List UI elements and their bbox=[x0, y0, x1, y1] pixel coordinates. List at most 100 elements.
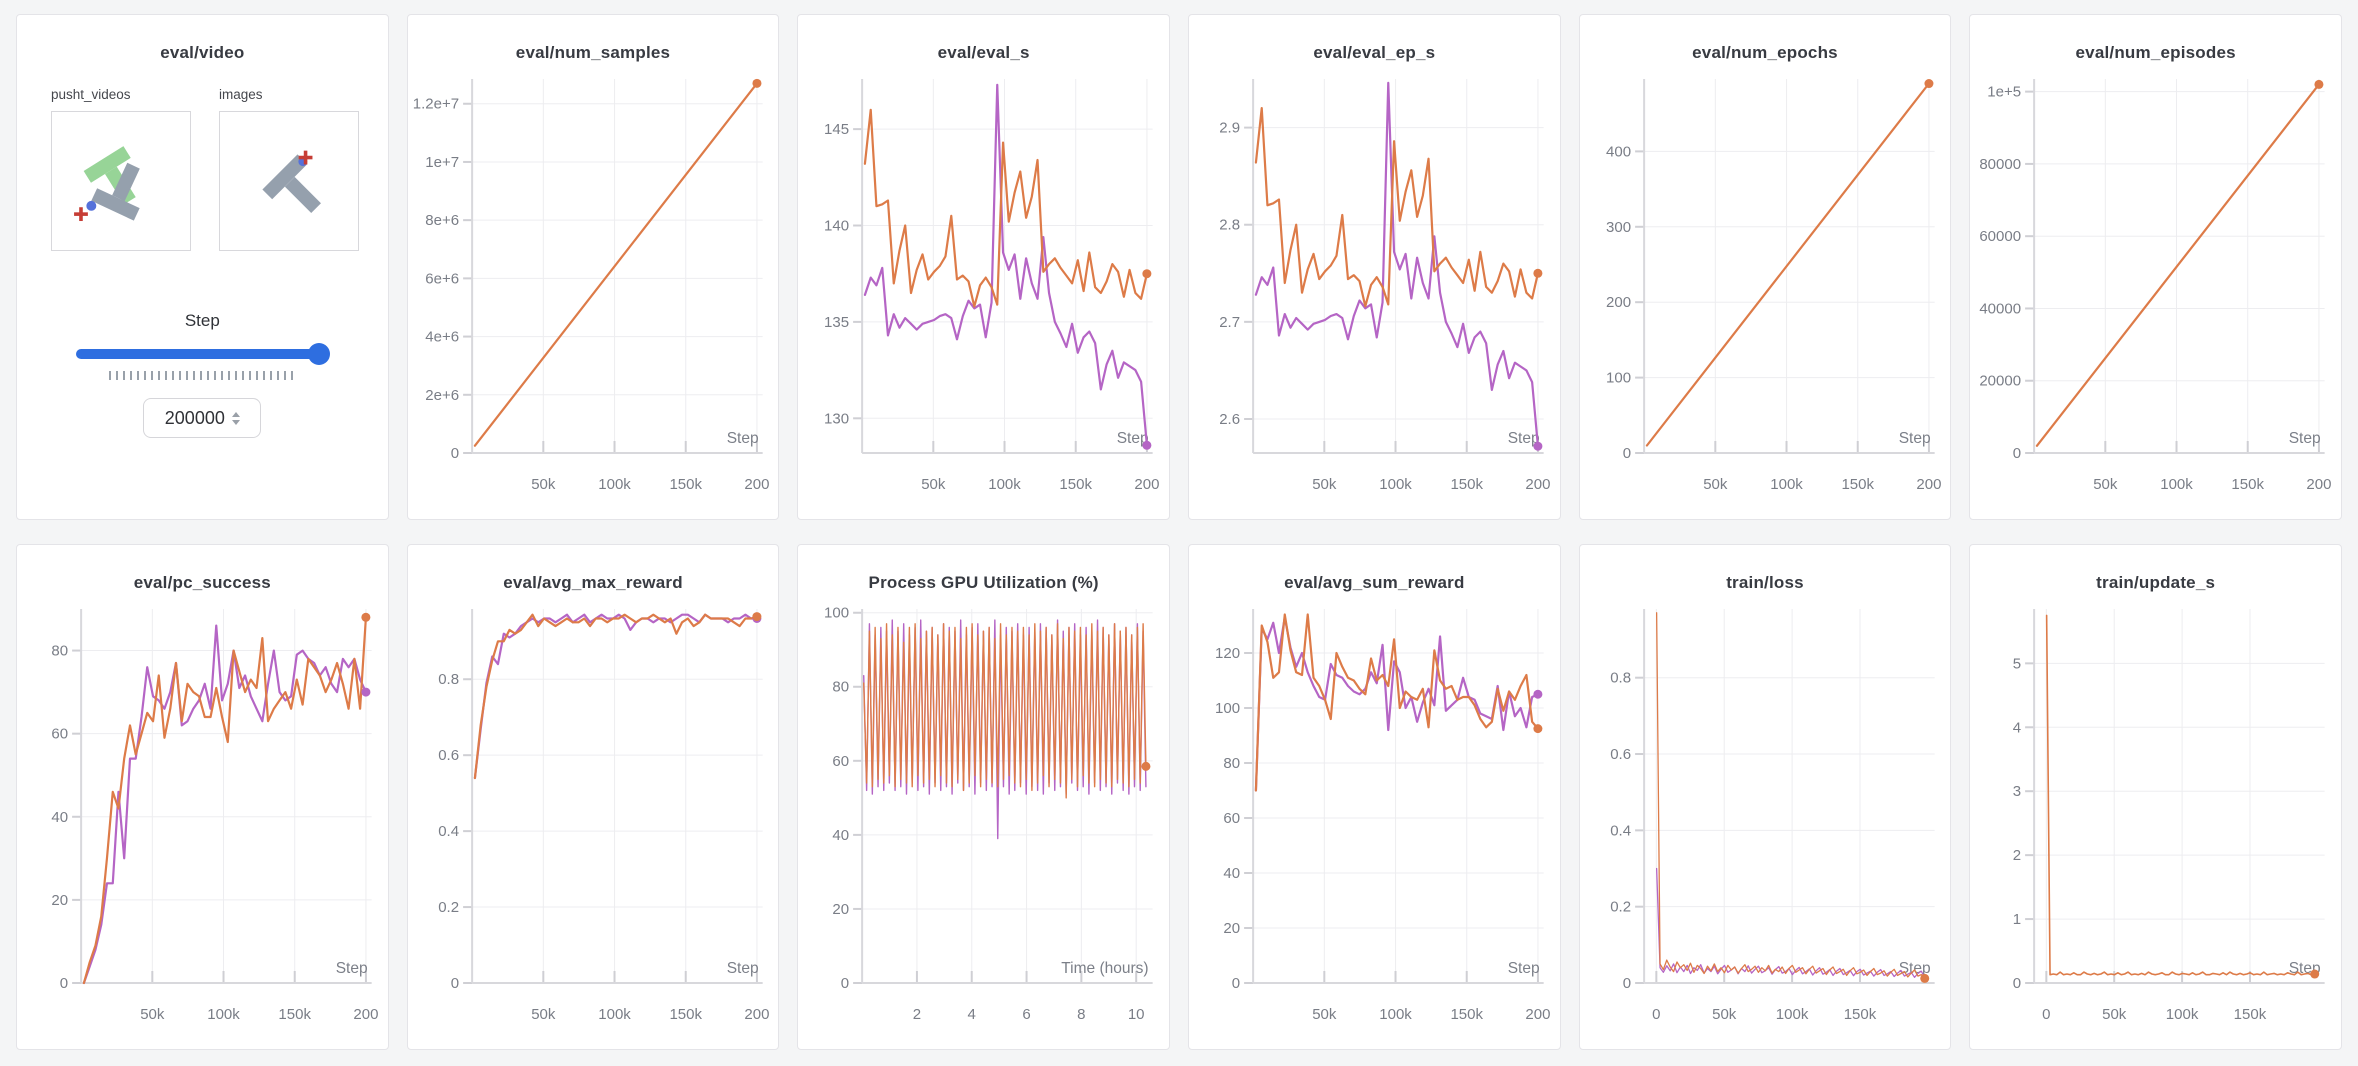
chart-canvas[interactable]: 0 20 40 60 80 50k 100k 150k 200 Step bbox=[17, 601, 388, 1041]
svg-text:150k: 150k bbox=[2232, 476, 2265, 493]
series-run-orange bbox=[1655, 612, 1926, 980]
increment-icon[interactable] bbox=[231, 411, 240, 417]
chart-canvas[interactable]: 0 20 40 60 80 100 120 50k 100k 150k 200 Step bbox=[1189, 601, 1560, 1041]
svg-text:0: 0 bbox=[450, 445, 458, 462]
media-label: images bbox=[219, 87, 263, 102]
svg-text:2.8: 2.8 bbox=[1219, 217, 1240, 234]
svg-text:145: 145 bbox=[824, 121, 849, 138]
series-run-purple bbox=[1655, 867, 1926, 979]
svg-text:120: 120 bbox=[1215, 645, 1240, 662]
svg-text:2: 2 bbox=[913, 1006, 921, 1023]
svg-text:200: 200 bbox=[1525, 1006, 1550, 1023]
svg-text:50k: 50k bbox=[2102, 1006, 2127, 1023]
image-frame bbox=[262, 150, 321, 213]
panel-title: eval/avg_max_reward bbox=[503, 573, 683, 592]
chart-canvas[interactable]: 0 20000 40000 60000 80000 1e+5 50k 100k 150k 200 S… bbox=[1970, 71, 2341, 511]
chart-canvas[interactable]: 0 2e+6 4e+6 6e+6 8e+6 1e+7 1.2e+7 50k 100k 150k 20… bbox=[408, 71, 779, 511]
svg-text:80: 80 bbox=[1223, 755, 1240, 772]
chart-canvas[interactable]: 2.6 2.7 2.8 2.9 50k 100k 150k 200 Step bbox=[1189, 71, 1560, 511]
svg-text:60: 60 bbox=[1223, 810, 1240, 827]
agent-dot-icon bbox=[86, 200, 97, 211]
x-axis-label: Step bbox=[1508, 430, 1540, 447]
panel-eval-eval-ep-s: eval/eval_ep_s 2.6 2.7 2.8 2.9 50k 100k 150k 200… bbox=[1187, 14, 1561, 520]
x-axis-label: Step bbox=[1508, 960, 1540, 977]
chart-canvas[interactable]: 0 20 40 60 80 100 2 4 6 8 10 Time (hours) bbox=[798, 601, 1169, 1041]
latest-point-dot bbox=[1533, 689, 1543, 699]
x-axis-label: Step bbox=[336, 960, 368, 977]
stepper-arrows[interactable] bbox=[231, 411, 240, 425]
svg-text:100k: 100k bbox=[1775, 1006, 1808, 1023]
latest-point-dot bbox=[1142, 269, 1152, 279]
svg-text:200: 200 bbox=[1525, 476, 1550, 493]
svg-text:40: 40 bbox=[1223, 865, 1240, 882]
svg-text:0.8: 0.8 bbox=[1610, 670, 1631, 687]
svg-text:200: 200 bbox=[353, 1006, 378, 1023]
target-cross-icon bbox=[74, 207, 88, 222]
svg-text:6: 6 bbox=[1023, 1006, 1031, 1023]
slider-track[interactable] bbox=[76, 349, 329, 359]
step-slider[interactable] bbox=[76, 343, 331, 365]
series-run-orange bbox=[863, 623, 1147, 799]
series-run-orange bbox=[473, 82, 758, 447]
svg-text:100k: 100k bbox=[1379, 476, 1412, 493]
panel-title: eval/num_epochs bbox=[1692, 43, 1838, 62]
slider-thumb[interactable] bbox=[308, 343, 331, 365]
svg-text:60: 60 bbox=[833, 753, 850, 770]
svg-text:4e+6: 4e+6 bbox=[425, 329, 459, 346]
panel-title: eval/num_samples bbox=[515, 43, 671, 62]
svg-text:5: 5 bbox=[2013, 655, 2021, 672]
svg-text:150k: 150k bbox=[1450, 476, 1483, 493]
media-thumbnail-pusht-videos[interactable] bbox=[51, 111, 191, 251]
svg-text:1: 1 bbox=[2013, 911, 2021, 928]
step-value: 200000 bbox=[164, 407, 225, 428]
panel-train-update-s: train/update_s 0 1 2 3 4 5 0 50k 100k 150k Step bbox=[1969, 544, 2342, 1050]
svg-text:6e+6: 6e+6 bbox=[425, 270, 459, 287]
svg-text:100k: 100k bbox=[598, 1006, 631, 1023]
svg-text:0.6: 0.6 bbox=[438, 747, 459, 764]
svg-text:2e+6: 2e+6 bbox=[425, 387, 459, 404]
svg-text:20: 20 bbox=[51, 892, 68, 909]
svg-text:100k: 100k bbox=[1379, 1006, 1412, 1023]
series-run-orange bbox=[2036, 83, 2321, 447]
svg-text:135: 135 bbox=[824, 314, 849, 331]
series-run-orange bbox=[864, 108, 1149, 308]
latest-point-dot bbox=[1919, 973, 1929, 983]
media-thumbnail-images[interactable] bbox=[219, 111, 359, 251]
media-label: pusht_videos bbox=[51, 87, 131, 102]
svg-text:0: 0 bbox=[1232, 975, 1240, 992]
svg-text:4: 4 bbox=[2013, 719, 2021, 736]
svg-text:0: 0 bbox=[2042, 1006, 2050, 1023]
svg-text:10: 10 bbox=[1128, 1006, 1145, 1023]
chart-canvas[interactable]: 0 0.2 0.4 0.6 0.8 50k 100k 150k 200 Step bbox=[408, 601, 779, 1041]
series-run-purple bbox=[82, 624, 368, 985]
series-run-orange bbox=[1645, 82, 1930, 447]
panel-eval-eval-s: eval/eval_s 130 135 140 145 50k 100k 150k 200 Ste… bbox=[797, 14, 1170, 520]
svg-text:100k: 100k bbox=[989, 476, 1022, 493]
svg-text:50k: 50k bbox=[1712, 1006, 1737, 1023]
svg-text:100: 100 bbox=[1215, 700, 1240, 717]
panel-eval-num-epochs: eval/num_epochs 0 100 200 300 400 50k 100k 150k 2… bbox=[1578, 14, 1952, 520]
panel-title: Process GPU Utilization (%) bbox=[868, 573, 1099, 592]
svg-text:3: 3 bbox=[2013, 783, 2021, 800]
step-input[interactable]: 200000 bbox=[143, 398, 262, 438]
decrement-icon[interactable] bbox=[231, 419, 240, 425]
svg-text:0.2: 0.2 bbox=[438, 899, 459, 916]
svg-text:4: 4 bbox=[968, 1006, 976, 1023]
block-t-shape-icon bbox=[91, 162, 140, 221]
svg-text:150k: 150k bbox=[2234, 1006, 2267, 1023]
svg-text:20: 20 bbox=[833, 901, 850, 918]
media-item-images: images bbox=[219, 87, 359, 251]
chart-canvas[interactable]: 130 135 140 145 50k 100k 150k 200 Step bbox=[798, 71, 1169, 511]
pusht-video-frame bbox=[74, 146, 140, 222]
svg-text:50k: 50k bbox=[1312, 1006, 1337, 1023]
chart-canvas[interactable]: 0 100 200 300 400 50k 100k 150k 200 Step bbox=[1580, 71, 1951, 511]
svg-text:8: 8 bbox=[1078, 1006, 1086, 1023]
latest-point-dot bbox=[1142, 440, 1152, 450]
latest-point-dot bbox=[1533, 441, 1543, 451]
svg-text:80: 80 bbox=[833, 679, 850, 696]
media-item-pusht-videos: pusht_videos bbox=[51, 87, 191, 251]
svg-text:2.7: 2.7 bbox=[1219, 314, 1240, 331]
svg-text:80000: 80000 bbox=[1980, 156, 2022, 173]
